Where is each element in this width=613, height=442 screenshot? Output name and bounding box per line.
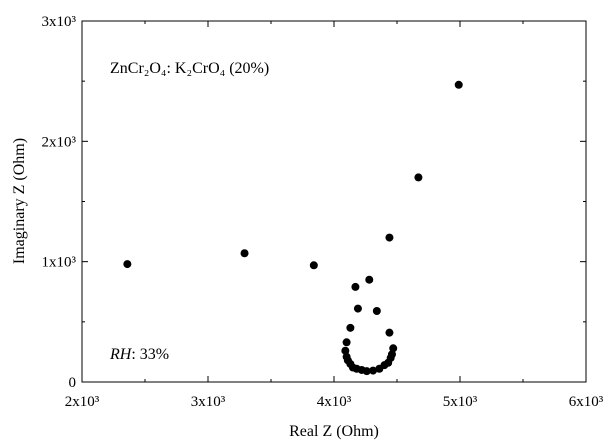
rh-value: : 33%	[131, 346, 169, 363]
data-point	[341, 346, 350, 355]
data-point	[372, 307, 381, 316]
y-axis-label: Imaginary Z (Ohm)	[11, 138, 28, 264]
y-tick-label: 3x10³	[42, 14, 77, 30]
data-points	[123, 80, 463, 376]
data-point	[309, 261, 318, 270]
data-point	[362, 367, 371, 376]
x-axis-label: Real Z (Ohm)	[289, 423, 379, 440]
x-tick-label: 2x10³	[65, 394, 100, 410]
x-tick-label: 5x10³	[443, 394, 478, 410]
data-point	[387, 350, 396, 359]
data-point	[389, 344, 398, 353]
rh-annotation: RH: 33%	[109, 346, 169, 363]
y-tick-label: 2x10³	[42, 134, 77, 150]
data-point	[369, 366, 378, 375]
data-point	[414, 173, 423, 182]
data-point	[353, 304, 362, 313]
x-tick-label: 6x10³	[569, 394, 604, 410]
y-tick-label: 1x10³	[42, 255, 77, 271]
y-tick-label: 0	[69, 375, 77, 391]
data-point	[346, 323, 355, 332]
x-tick-label: 3x10³	[191, 394, 226, 410]
data-point	[365, 275, 374, 284]
compound-annotation: ZnCr₂O₄: K₂CrO₄ (20%)	[110, 60, 269, 77]
data-point	[454, 80, 463, 89]
x-tick-label: 4x10³	[317, 394, 352, 410]
data-point	[123, 260, 132, 269]
data-point	[385, 328, 394, 337]
data-point	[240, 249, 249, 258]
data-point	[351, 282, 360, 291]
data-point	[385, 233, 394, 242]
axis-ticks: 2x10³ 3x10³ 4x10³ 5x10³ 6x10³ 0 1x10³ 2x10³ 3x10…	[42, 14, 604, 410]
data-point	[342, 338, 351, 347]
rh-label: RH	[109, 346, 133, 363]
